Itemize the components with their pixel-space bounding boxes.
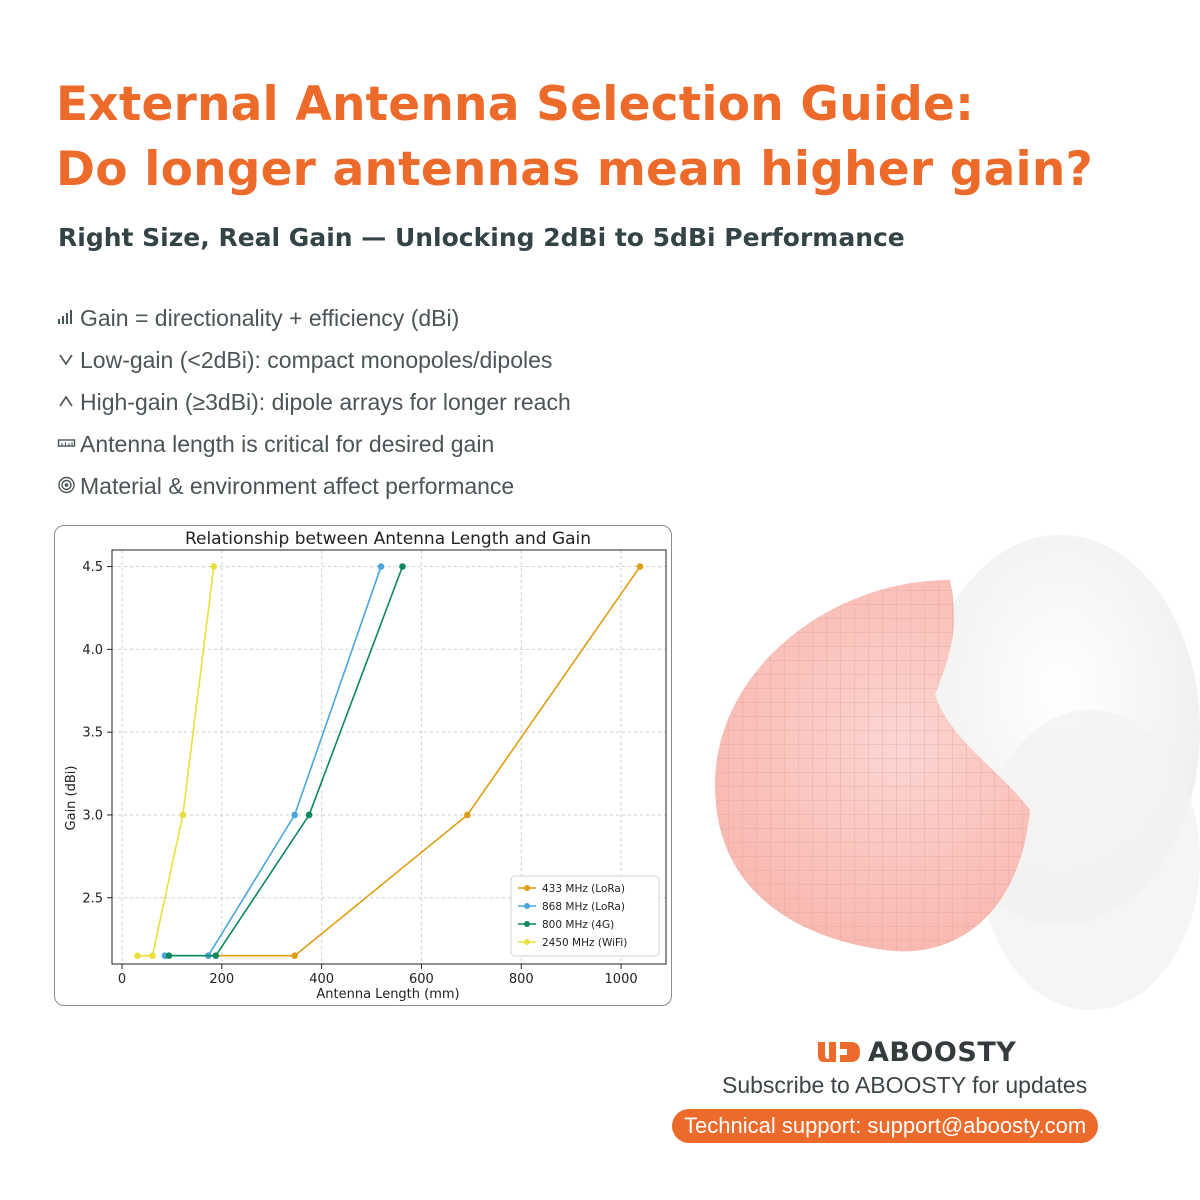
brand-name: ABOOSTY: [868, 1036, 1017, 1068]
feature-item: Material & environment affect performanc…: [56, 465, 571, 507]
chart-title: Relationship between Antenna Length and …: [185, 529, 591, 549]
series-line: [168, 566, 404, 957]
feature-text: Low-gain (<2dBi): compact monopoles/dipo…: [80, 346, 553, 373]
title-line-1: External Antenna Selection Guide:: [56, 77, 975, 132]
x-tick-label: 600: [409, 972, 434, 987]
page-title: External Antenna Selection Guide: Do lon…: [56, 72, 1093, 202]
x-axis-label: Antenna Length (mm): [316, 987, 459, 1002]
data-point: [179, 811, 187, 819]
data-point: [165, 952, 173, 960]
legend-swatch-marker: [524, 921, 530, 927]
data-point: [210, 563, 218, 570]
data-point: [377, 563, 385, 570]
x-tick-label: 200: [209, 972, 234, 987]
legend-swatch-marker: [524, 885, 530, 891]
feature-text: Gain = directionality + efficiency (dBi): [80, 304, 460, 331]
y-tick-label: 2.5: [82, 891, 103, 906]
support-badge[interactable]: Technical support: support@aboosty.com: [672, 1109, 1099, 1143]
axis-ticks: 0 200 400 600 800 1000 2.5 3.0 3.5 4.0 4.5: [82, 560, 637, 987]
y-tick-label: 4.0: [82, 643, 103, 658]
brand-logo-icon: [818, 1042, 860, 1062]
feature-item: Low-gain (<2dBi): compact monopoles/dipo…: [56, 339, 571, 381]
y-axis-label: Gain (dBi): [64, 766, 79, 831]
plot-frame: [111, 549, 667, 965]
title-line-2: Do longer antennas mean higher gain?: [56, 142, 1093, 197]
subscribe-text: Subscribe to ABOOSTY for updates: [722, 1072, 1088, 1098]
signal-bars-icon: [56, 308, 78, 328]
radiation-pattern-illustration: [700, 520, 1200, 1020]
data-point: [149, 952, 156, 960]
feature-item: High-gain (≥3dBi): dipole arrays for lon…: [56, 381, 571, 423]
y-tick-label: 4.5: [82, 560, 103, 575]
feature-item: Antenna length is critical for desired g…: [56, 423, 571, 465]
legend-label: 2450 MHz (WiFi): [542, 937, 627, 949]
legend-label: 868 MHz (LoRa): [542, 901, 625, 913]
data-point: [134, 952, 141, 960]
data-point: [636, 563, 644, 570]
legend-swatch-marker: [524, 939, 530, 945]
chart-series: [134, 563, 644, 960]
chart-legend: 433 MHz (LoRa) 868 MHz (LoRa) 800 MHz (4G)…: [510, 875, 660, 957]
legend-label: 800 MHz (4G): [542, 919, 614, 931]
y-tick-label: 3.5: [82, 726, 103, 741]
feature-text: Antenna length is critical for desired g…: [80, 430, 495, 457]
series-line: [208, 566, 641, 957]
y-tick-label: 3.0: [82, 808, 103, 823]
legend-swatch-marker: [524, 903, 530, 909]
feature-list: Gain = directionality + efficiency (dBi)…: [56, 297, 571, 507]
page-subtitle: Right Size, Real Gain — Unlocking 2dBi t…: [58, 223, 905, 252]
chevron-down-icon: [56, 350, 78, 370]
feature-item: Gain = directionality + efficiency (dBi): [56, 297, 571, 339]
data-point: [291, 811, 298, 819]
ruler-icon: [56, 434, 78, 454]
data-point: [291, 952, 298, 960]
data-point: [212, 952, 220, 960]
x-tick-label: 400: [309, 972, 334, 987]
radar-icon: [56, 476, 78, 496]
x-tick-label: 1000: [605, 972, 638, 987]
chevron-up-icon: [56, 392, 78, 412]
gain-chart: Relationship between Antenna Length and …: [54, 525, 672, 1006]
chart-canvas: Relationship between Antenna Length and …: [64, 529, 667, 1002]
x-tick-label: 800: [509, 972, 534, 987]
data-point: [305, 811, 313, 819]
feature-text: Material & environment affect performanc…: [80, 472, 515, 499]
series-line: [137, 566, 215, 957]
legend-label: 433 MHz (LoRa): [542, 883, 625, 895]
brand-block: ABOOSTY: [816, 1034, 1016, 1070]
data-point: [399, 563, 406, 570]
legend-box: [510, 875, 660, 957]
data-point: [464, 811, 471, 819]
feature-text: High-gain (≥3dBi): dipole arrays for lon…: [80, 388, 571, 415]
x-tick-label: 0: [118, 972, 126, 987]
